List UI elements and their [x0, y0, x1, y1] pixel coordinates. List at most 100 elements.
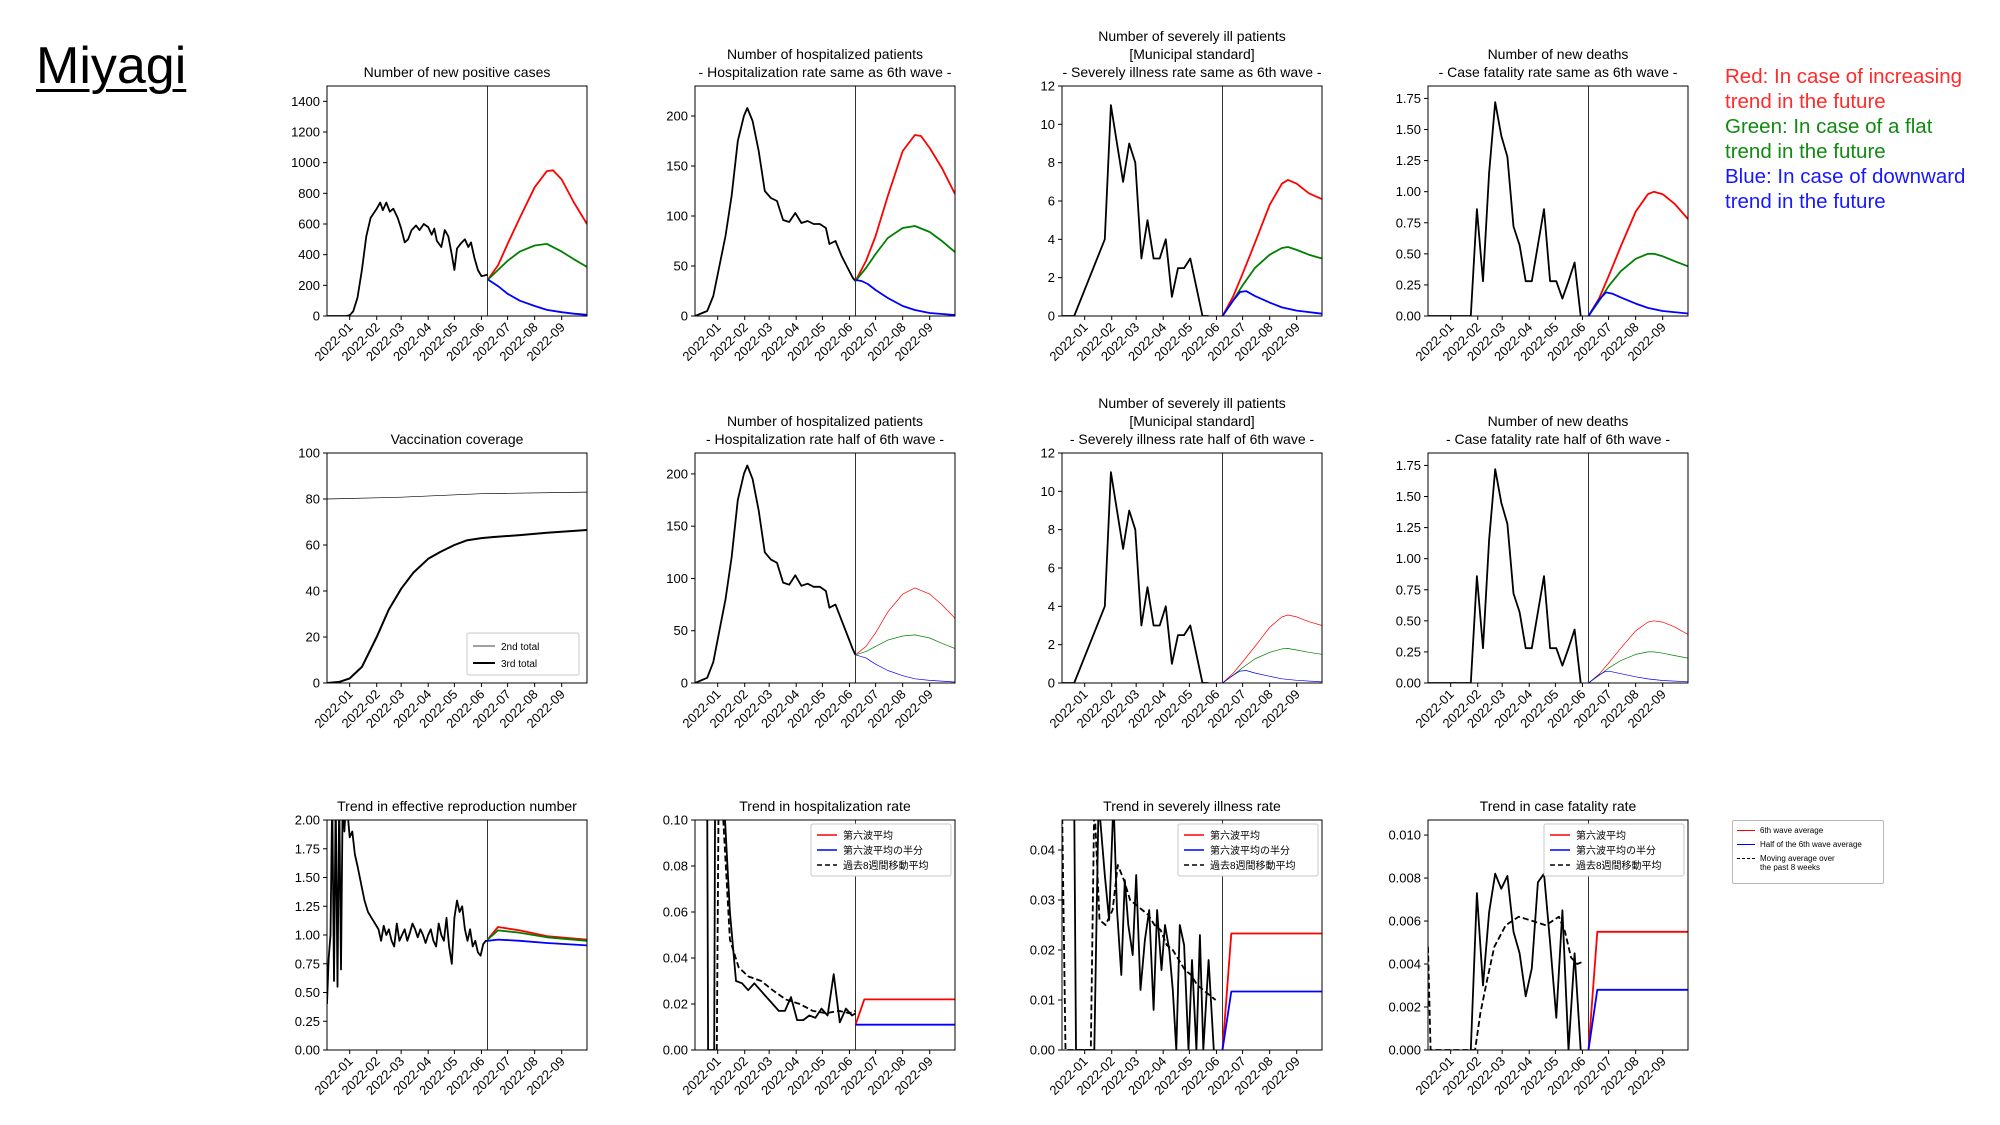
plot-frame: [326, 819, 588, 1051]
y-tick-label: 40: [306, 584, 320, 599]
legend-swatch-red: [1737, 830, 1755, 831]
series-line-3: [486, 242, 587, 281]
y-tick-label: 0.50: [1396, 613, 1421, 628]
legend-label: Half of the 6th wave average: [1760, 840, 1862, 849]
chart-title: - Severely illness rate half of 6th wave…: [1070, 431, 1315, 447]
series-line-4: [1587, 291, 1688, 316]
chart-panel-4: Number of new deaths - Case fatality rate…: [1396, 46, 1689, 364]
y-tick-label: 1.00: [1396, 551, 1421, 566]
y-tick-label: 200: [666, 109, 688, 124]
legend-swatch-blue: [1737, 844, 1755, 845]
legend-item-6th-wave-average: 6th wave average: [1737, 826, 1823, 838]
chart-title: - Case fatality rate half of 6th wave -: [1446, 431, 1670, 447]
y-tick-label: 1.00: [1396, 184, 1421, 199]
series-line-3: [1221, 246, 1322, 316]
series-line-2: [1062, 820, 1217, 1050]
y-tick-label: 8: [1048, 155, 1055, 170]
legend-item-half-6th-wave-average: Half of the 6th wave average: [1737, 840, 1862, 852]
rate-legend: 6th wave average Half of the 6th wave av…: [1732, 820, 1884, 884]
y-tick-label: 150: [666, 519, 688, 534]
chart-title: Number of new deaths: [1488, 413, 1629, 429]
chart-panel-7: Number of severely ill patients [Municipa…: [1041, 395, 1323, 731]
y-tick-label: 0: [313, 309, 320, 324]
y-tick-label: 0.08: [663, 859, 688, 874]
chart-title: Trend in severely illness rate: [1103, 798, 1281, 814]
legend-label: 6th wave average: [1760, 826, 1824, 835]
y-tick-label: 0.10: [663, 813, 688, 828]
series-line-2: [854, 134, 955, 282]
plot-frame: [1427, 819, 1689, 1051]
series-line-4: [1587, 988, 1688, 1050]
series-line-1: [1062, 471, 1209, 683]
chart-panel-12: Trend in case fatality rate 0.000 0.002 0.0…: [1388, 798, 1689, 1098]
y-tick-label: 50: [674, 259, 688, 274]
chart-panel-1: Number of new positive cases 0 200 400 600 80…: [291, 64, 588, 364]
series-line-2: [1587, 190, 1688, 316]
y-tick-label: 2: [1048, 637, 1055, 652]
chart-title: Vaccination coverage: [391, 431, 524, 447]
series-line-4: [855, 279, 955, 316]
chart-panel-10: Trend in hospitalization rate 0.00 0.02 0.0…: [663, 798, 956, 1098]
y-tick-label: 0.04: [1030, 843, 1055, 858]
y-tick-label: 12: [1041, 446, 1055, 461]
chart-title: [Municipal standard]: [1129, 413, 1254, 429]
y-tick-label: 0.00: [1396, 309, 1421, 324]
series-line-4: [1221, 290, 1322, 316]
y-tick-label: 0.50: [1396, 246, 1421, 261]
chart-panel-8: Number of new deaths - Case fatality rate…: [1396, 413, 1689, 731]
y-tick-label: 0.25: [295, 1014, 320, 1029]
legend-label: 過去8週間移動平均: [1576, 859, 1662, 872]
chart-title: Number of severely ill patients: [1098, 395, 1286, 411]
y-tick-label: 0: [681, 309, 688, 324]
series-line-1: [695, 464, 857, 683]
y-tick-label: 200: [666, 466, 688, 481]
plot-frame: [694, 819, 956, 1051]
y-tick-label: 1.25: [295, 899, 320, 914]
series-line-2: [1588, 620, 1688, 683]
y-tick-label: 1.25: [1396, 520, 1421, 535]
y-tick-label: 12: [1041, 79, 1055, 94]
plot-frame: [326, 452, 588, 684]
y-tick-label: 1000: [291, 155, 320, 170]
series-line-4: [487, 938, 587, 947]
y-tick-label: 50: [674, 623, 688, 638]
y-tick-label: 0.008: [1388, 871, 1421, 886]
legend-label: 過去8週間移動平均: [1210, 859, 1296, 872]
page-title: Miyagi: [36, 37, 187, 95]
series-line-2: [1221, 178, 1322, 316]
series-line-2: [486, 926, 587, 941]
legend-label: 第六波平均の半分: [1576, 844, 1656, 857]
series-line-1: [1428, 101, 1582, 316]
series-line-1: [706, 820, 856, 1050]
y-tick-label: 1.75: [295, 841, 320, 856]
chart-title: - Severely illness rate same as 6th wave…: [1062, 64, 1321, 80]
y-tick-label: 1200: [291, 125, 320, 140]
series-line-1: [327, 820, 488, 1005]
series-line-2: [1428, 915, 1583, 1050]
legend-label: 第六波平均: [843, 829, 893, 842]
legend-label: 第六波平均: [1576, 829, 1626, 842]
y-tick-label: 0.00: [1396, 676, 1421, 691]
y-tick-label: 0.000: [1388, 1043, 1421, 1058]
y-tick-label: 0.02: [1030, 943, 1055, 958]
series-line-2: [486, 169, 587, 281]
plot-frame: [1061, 85, 1323, 317]
note-increasing-trend: Red: In case of increasing trend in the …: [1725, 65, 1963, 113]
series-line-1: [1469, 872, 1582, 1050]
chart-title: Trend in effective reproduction number: [337, 798, 577, 814]
y-tick-label: 0.02: [663, 997, 688, 1012]
chart-title: - Hospitalization rate same as 6th wave …: [699, 64, 952, 80]
plot-frame: [1061, 819, 1323, 1051]
y-tick-label: 0.06: [663, 905, 688, 920]
legend-box: [1543, 823, 1685, 877]
y-tick-label: 0: [1048, 676, 1055, 691]
y-tick-label: 0.50: [295, 985, 320, 1000]
series-line-3: [854, 225, 955, 282]
series-line-1: [327, 201, 488, 316]
series-line-3: [1587, 930, 1688, 1050]
y-tick-label: 80: [306, 492, 320, 507]
y-tick-label: 10: [1041, 117, 1055, 132]
y-tick-label: 2.00: [295, 813, 320, 828]
legend-label: 3rd total: [501, 659, 537, 670]
